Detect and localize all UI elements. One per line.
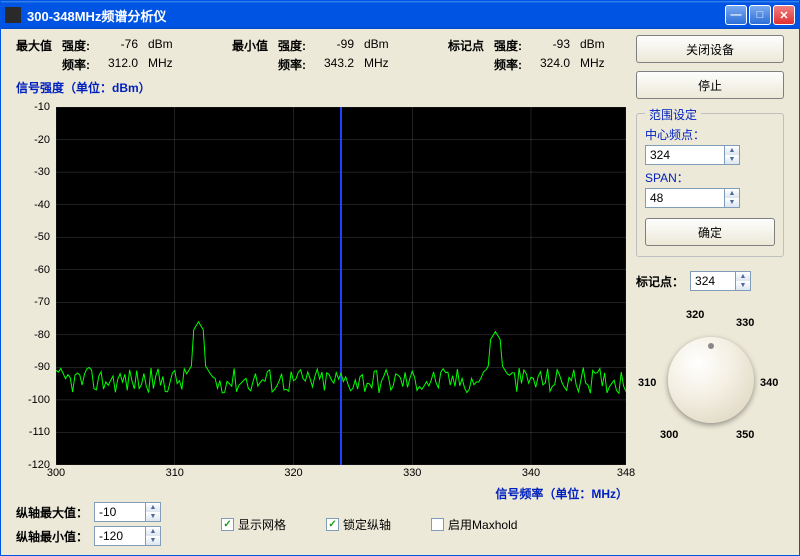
marker-input[interactable] xyxy=(691,272,735,290)
min-label: 最小值 xyxy=(232,37,276,54)
close-button[interactable]: ✕ xyxy=(773,5,795,25)
mkr-int-unit: dBm xyxy=(580,37,605,54)
ymin-input[interactable] xyxy=(95,527,145,545)
max-freq-unit: MHz xyxy=(148,56,173,73)
up-icon[interactable]: ▲ xyxy=(736,272,750,281)
max-freq-label: 频率: xyxy=(62,56,96,73)
mkr-freq-label: 频率: xyxy=(494,56,528,73)
app-window: 300-348MHz频谱分析仪 — □ ✕ 最大值强度:-76dBm 频率:31… xyxy=(0,0,800,556)
max-freq-value: 312.0 xyxy=(98,56,138,73)
app-icon xyxy=(5,7,21,23)
bottom-controls: 纵轴最大值：▲▼ 纵轴最小值：▲▼ ✓显示网格 ✓锁定纵轴 启用Maxhold xyxy=(16,502,784,546)
mkr-freq-value: 324.0 xyxy=(530,56,570,73)
window-title: 300-348MHz频谱分析仪 xyxy=(27,6,725,25)
down-icon[interactable]: ▼ xyxy=(146,512,160,521)
max-int-value: -76 xyxy=(98,37,138,54)
span-label: SPAN： xyxy=(645,169,775,186)
min-int-unit: dBm xyxy=(364,37,389,54)
lock-checkbox[interactable]: ✓锁定纵轴 xyxy=(326,516,391,533)
maximize-button[interactable]: □ xyxy=(749,5,771,25)
center-label: 中心频点： xyxy=(645,126,775,143)
ymax-label: 纵轴最大值： xyxy=(16,504,88,521)
up-icon[interactable]: ▲ xyxy=(725,146,739,155)
lock-check-label: 锁定纵轴 xyxy=(343,516,391,533)
tuning-knob[interactable]: 320 330 340 350 300 310 xyxy=(636,303,784,453)
down-icon[interactable]: ▼ xyxy=(146,536,160,545)
titlebar[interactable]: 300-348MHz频谱分析仪 — □ ✕ xyxy=(1,1,799,29)
ymin-spin[interactable]: ▲▼ xyxy=(94,526,161,546)
up-icon[interactable]: ▲ xyxy=(146,503,160,512)
grid-checkbox[interactable]: ✓显示网格 xyxy=(221,516,286,533)
spectrum-plot[interactable] xyxy=(56,107,626,465)
stop-button[interactable]: 停止 xyxy=(636,71,784,99)
close-device-button[interactable]: 关闭设备 xyxy=(636,35,784,63)
right-panel: 关闭设备 停止 范围设定 中心频点： ▲▼ SPAN： ▲▼ 确定 标记点： ▲… xyxy=(636,35,784,453)
min-freq-unit: MHz xyxy=(364,56,389,73)
maxhold-check-label: 启用Maxhold xyxy=(448,516,517,533)
client-area: 最大值强度:-76dBm 频率:312.0MHz 最小值强度:-99dBm 频率… xyxy=(4,29,796,552)
ok-button[interactable]: 确定 xyxy=(645,218,775,246)
maxhold-checkbox[interactable]: 启用Maxhold xyxy=(431,516,517,533)
ymax-spin[interactable]: ▲▼ xyxy=(94,502,161,522)
grid-check-label: 显示网格 xyxy=(238,516,286,533)
span-spin[interactable]: ▲▼ xyxy=(645,188,740,208)
mkr-int-label: 强度: xyxy=(494,37,528,54)
up-icon[interactable]: ▲ xyxy=(725,189,739,198)
down-icon[interactable]: ▼ xyxy=(725,198,739,207)
down-icon[interactable]: ▼ xyxy=(725,155,739,164)
min-freq-label: 频率: xyxy=(278,56,312,73)
up-icon[interactable]: ▲ xyxy=(146,527,160,536)
down-icon[interactable]: ▼ xyxy=(736,281,750,290)
center-spin[interactable]: ▲▼ xyxy=(645,145,740,165)
min-int-value: -99 xyxy=(314,37,354,54)
range-group: 范围设定 中心频点： ▲▼ SPAN： ▲▼ 确定 xyxy=(636,113,784,257)
marker-label: 标记点： xyxy=(636,273,684,290)
mkr-int-value: -93 xyxy=(530,37,570,54)
max-int-label: 强度: xyxy=(62,37,96,54)
max-label: 最大值 xyxy=(16,37,60,54)
minimize-button[interactable]: — xyxy=(725,5,747,25)
min-freq-value: 343.2 xyxy=(314,56,354,73)
mkr-freq-unit: MHz xyxy=(580,56,605,73)
ymin-label: 纵轴最小值： xyxy=(16,528,88,545)
center-input[interactable] xyxy=(646,146,724,164)
chart: -10-20-30-40-50-60-70-80-90-100-110-120 … xyxy=(16,107,628,499)
ymax-input[interactable] xyxy=(95,503,145,521)
range-title: 范围设定 xyxy=(645,106,701,123)
marker-spin[interactable]: ▲▼ xyxy=(690,271,751,291)
span-input[interactable] xyxy=(646,189,724,207)
min-int-label: 强度: xyxy=(278,37,312,54)
max-int-unit: dBm xyxy=(148,37,173,54)
x-axis-title: 信号频率（单位：MHz） xyxy=(495,485,628,502)
mkr-label: 标记点 xyxy=(448,37,492,54)
